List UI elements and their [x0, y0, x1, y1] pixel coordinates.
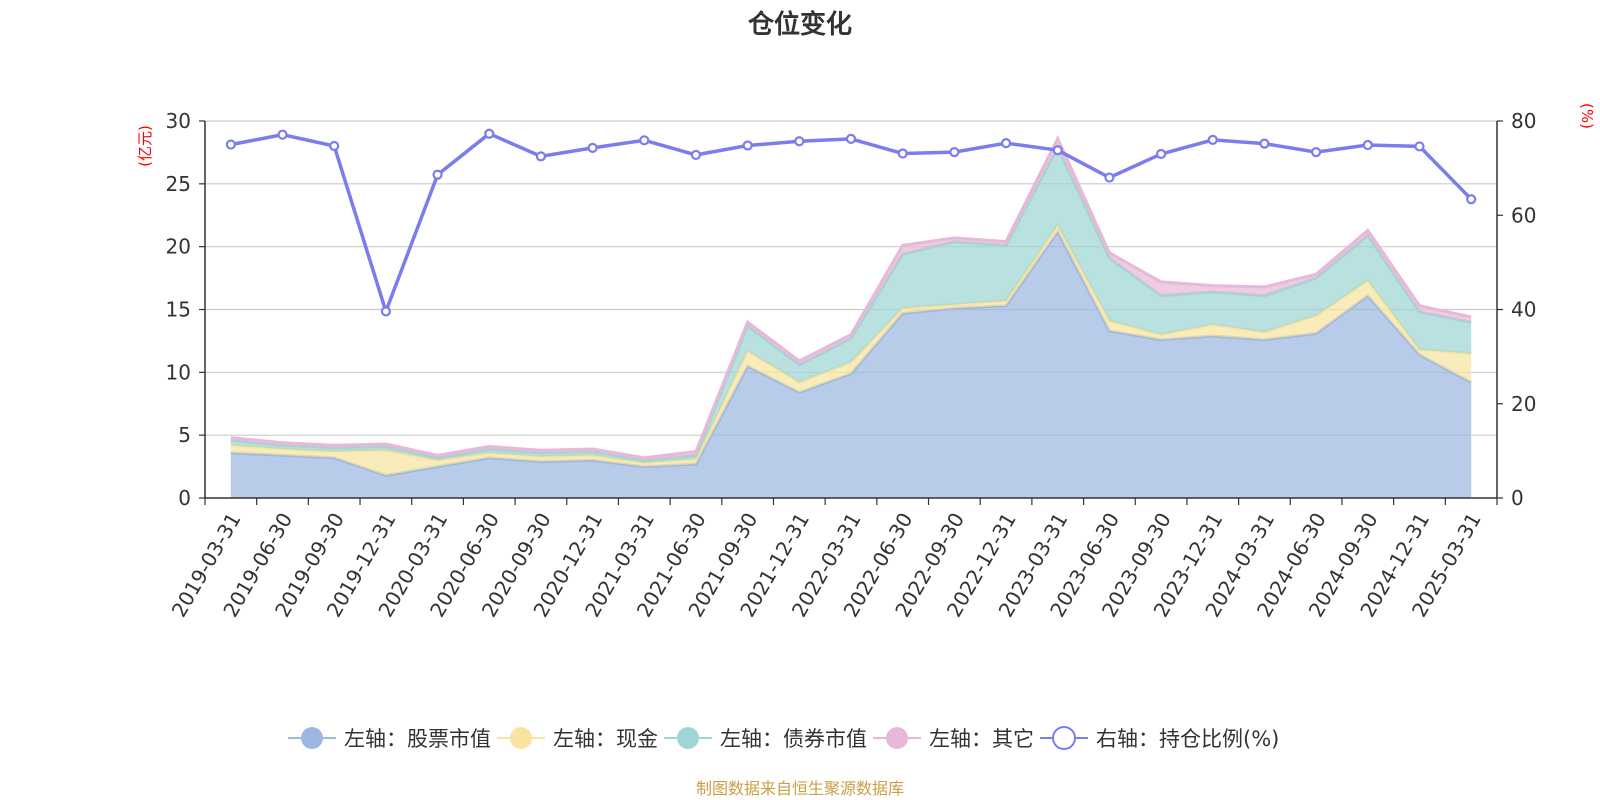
ratio-point	[742, 140, 753, 151]
ratio-point	[1311, 147, 1322, 158]
ratio-point	[1466, 194, 1477, 205]
ratio-point	[1259, 138, 1270, 149]
ratio-point	[1052, 145, 1063, 156]
ratio-point	[1000, 138, 1012, 149]
ratio-point	[1362, 139, 1373, 151]
legend: 左轴：股票市值 左轴：现金 左轴：债券市值 左轴：其它 右轴：持仓比例(%)	[288, 726, 1279, 751]
ratio-point	[535, 151, 547, 162]
chart-title: 仓位变化	[747, 9, 852, 40]
ratio-point	[277, 129, 288, 140]
ratio-point	[1414, 141, 1425, 152]
ratio-point	[845, 133, 857, 145]
legend-item[interactable]: 左轴：其它	[873, 727, 1034, 751]
area-左轴：股票市值	[230, 231, 1472, 498]
stacked-areas	[230, 135, 1472, 498]
ratio-point	[1155, 148, 1167, 160]
area-左轴：债券市值	[230, 147, 1472, 463]
position-ratio-line	[225, 128, 1477, 317]
ratio-point	[329, 140, 340, 152]
ratio-point	[380, 306, 391, 317]
legend-marker	[1052, 726, 1076, 750]
legend-marker	[886, 727, 908, 749]
ratio-point	[1207, 134, 1218, 145]
left-axis-tick-label: 10	[166, 360, 191, 384]
right-axis-tick-label: 80	[1511, 109, 1536, 133]
legend-item[interactable]: 左轴：现金	[497, 727, 658, 751]
left-axis-tick-label: 30	[166, 109, 191, 133]
legend-label: 右轴：持仓比例(%)	[1096, 727, 1279, 751]
left-axis-tick-label: 25	[166, 172, 191, 196]
left-axis-tick-label: 0	[178, 486, 191, 510]
legend-marker	[510, 727, 532, 749]
legend-label: 左轴：股票市值	[344, 727, 491, 751]
right-axis-tick-label: 20	[1511, 392, 1536, 416]
legend-marker	[677, 727, 699, 749]
ratio-point	[225, 139, 236, 150]
right-axis-tick-label: 40	[1511, 298, 1536, 322]
right-axis-unit: (%)	[1578, 103, 1596, 129]
source-note: 制图数据来自恒生聚源数据库	[696, 779, 904, 798]
right-axis-tick-label: 60	[1511, 203, 1536, 227]
ratio-point	[690, 149, 702, 161]
legend-item[interactable]: 左轴：债券市值	[664, 727, 867, 751]
legend-label: 左轴：现金	[553, 727, 658, 751]
legend-item[interactable]: 右轴：持仓比例(%)	[1040, 726, 1279, 751]
legend-item[interactable]: 左轴：股票市值	[288, 727, 491, 751]
left-axis-unit: (亿元)	[136, 125, 154, 167]
ratio-point	[639, 135, 650, 146]
ratio-point	[484, 128, 495, 139]
ratio-point	[587, 142, 598, 153]
ratio-point	[897, 148, 908, 159]
legend-marker	[301, 727, 323, 749]
area-edge-左轴：其它	[230, 135, 1472, 460]
ratio-point	[794, 136, 805, 147]
left-axis-tick-label: 5	[178, 423, 191, 447]
legend-label: 左轴：债券市值	[720, 727, 867, 751]
left-axis-tick-label: 15	[166, 298, 191, 322]
ratio-point	[1104, 172, 1115, 183]
left-axis-tick-label: 20	[166, 235, 191, 259]
legend-label: 左轴：其它	[929, 727, 1034, 751]
ratio-point	[949, 147, 960, 158]
right-axis-tick-label: 0	[1511, 486, 1524, 510]
ratio-point	[432, 169, 443, 180]
